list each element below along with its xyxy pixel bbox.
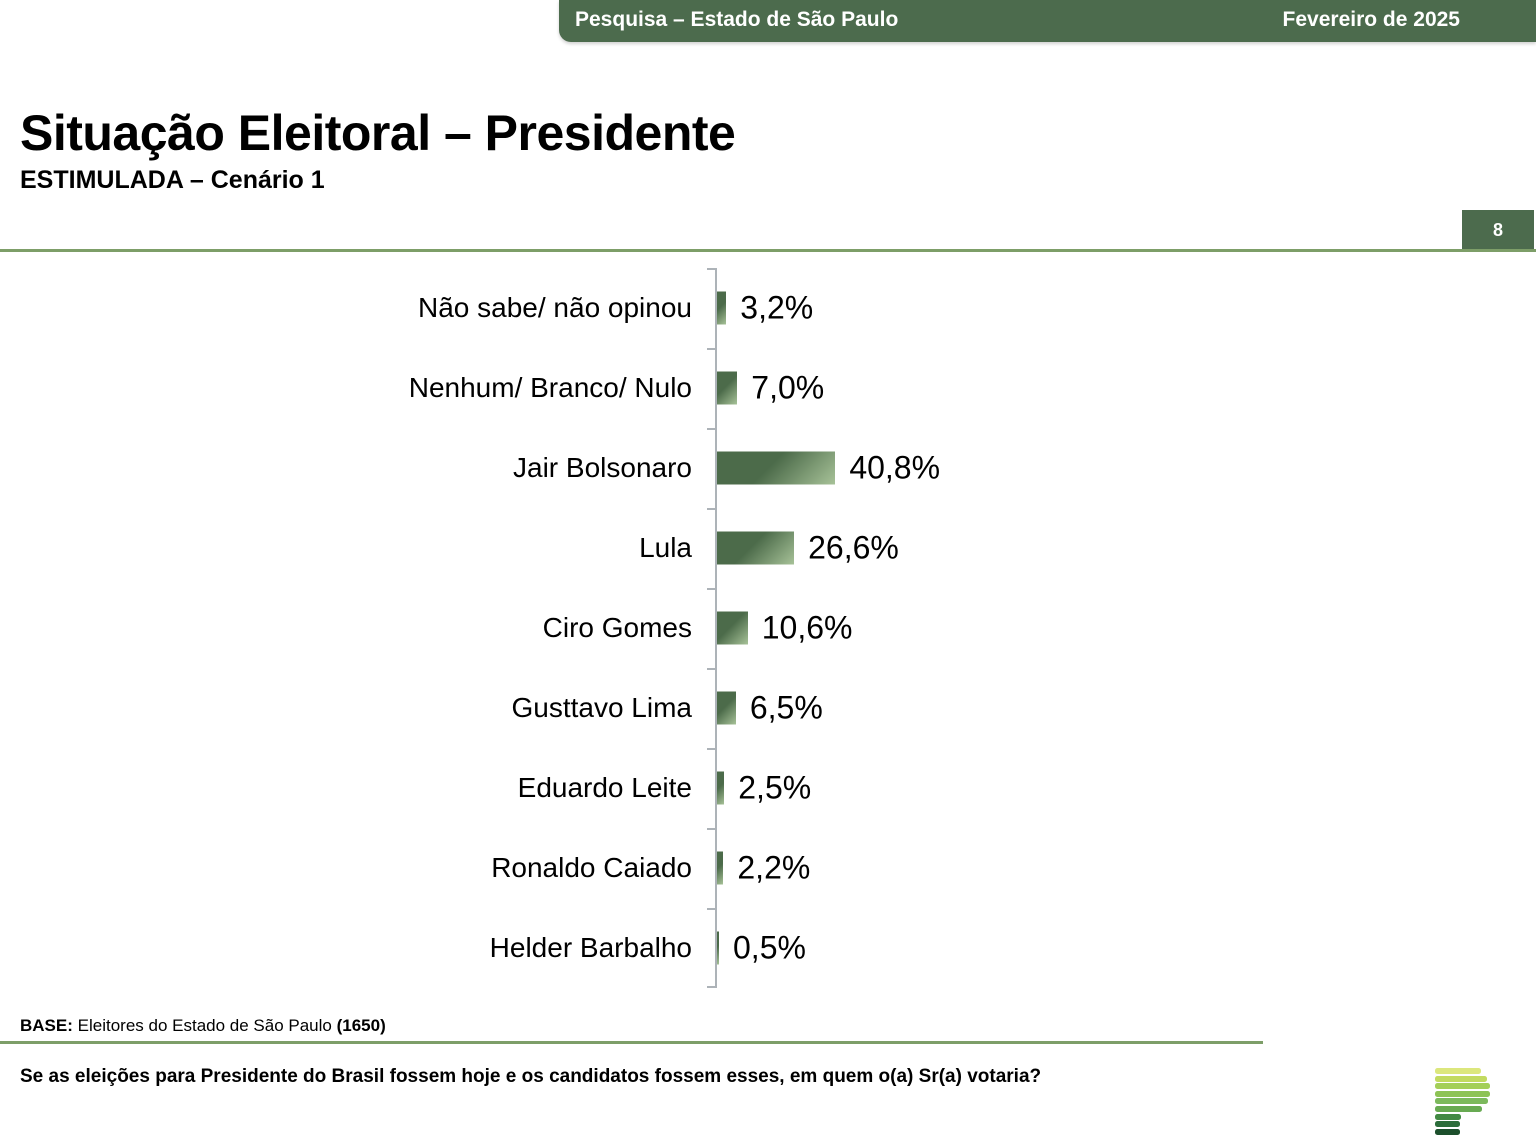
- category-label: Gusttavo Lima: [511, 692, 692, 723]
- base-label: BASE:: [20, 1016, 73, 1035]
- bar: [717, 611, 748, 645]
- value-label: 0,5%: [733, 929, 806, 966]
- base-count: (1650): [336, 1016, 386, 1035]
- logo-bar: [1435, 1121, 1460, 1128]
- axis-tick: [707, 828, 716, 830]
- chart-row: Lula 26,6%: [0, 508, 1536, 588]
- category-label: Ciro Gomes: [542, 612, 692, 643]
- title-block: Situação Eleitoral – Presidente ESTIMULA…: [20, 105, 736, 195]
- bar: [717, 451, 836, 485]
- logo-bar: [1435, 1083, 1490, 1090]
- logo-bar: [1435, 1128, 1460, 1135]
- chart-row: Não sabe/ não opinou 3,2%: [0, 268, 1536, 348]
- header-date: Fevereiro de 2025: [1282, 8, 1460, 31]
- base-note: BASE: Eleitores do Estado de São Paulo (…: [20, 1016, 386, 1036]
- category-label: Nenhum/ Branco/ Nulo: [408, 372, 692, 403]
- axis-tick: [707, 668, 716, 670]
- value-label: 26,6%: [808, 529, 899, 566]
- bar: [717, 291, 727, 325]
- value-label: 3,2%: [740, 289, 814, 326]
- bar-chart: Não sabe/ não opinou 3,2% Nenhum/ Branco/ …: [0, 268, 1536, 988]
- logo-bar: [1435, 1068, 1481, 1074]
- page-title: Situação Eleitoral – Presidente: [20, 105, 736, 161]
- value-label: 2,5%: [738, 769, 812, 806]
- chart-y-axis: [715, 268, 717, 988]
- axis-tick: [707, 748, 716, 750]
- axis-tick: [707, 986, 716, 988]
- title-separator-rule: [0, 249, 1536, 252]
- axis-tick: [707, 908, 716, 910]
- page-number-badge: 8: [1462, 210, 1534, 250]
- bar: [717, 371, 738, 405]
- header-survey-title: Pesquisa – Estado de São Paulo: [575, 8, 899, 31]
- bar: [717, 931, 719, 965]
- chart-row: Nenhum/ Branco/ Nulo 7,0%: [0, 348, 1536, 428]
- logo-bar: [1435, 1098, 1488, 1105]
- parana-pesquisas-logo: [1435, 1068, 1495, 1136]
- logo-bar: [1435, 1105, 1482, 1112]
- chart-row: Ronaldo Caiado 2,2%: [0, 828, 1536, 908]
- header-bar: Pesquisa – Estado de São Paulo Fevereiro…: [559, 0, 1536, 42]
- axis-tick: [707, 348, 716, 350]
- bar: [717, 851, 724, 885]
- axis-tick: [707, 508, 716, 510]
- axis-tick: [707, 588, 716, 590]
- bar: [717, 531, 795, 565]
- category-label: Não sabe/ não opinou: [418, 292, 692, 323]
- category-label: Eduardo Leite: [517, 772, 692, 803]
- category-label: Lula: [639, 532, 692, 563]
- value-label: 40,8%: [849, 449, 941, 486]
- category-label: Helder Barbalho: [489, 932, 692, 963]
- chart-row: Jair Bolsonaro 40,8%: [0, 428, 1536, 508]
- chart-row: Gusttavo Lima 6,5%: [0, 668, 1536, 748]
- axis-tick: [707, 268, 716, 270]
- chart-row: Helder Barbalho 0,5%: [0, 908, 1536, 988]
- value-label: 6,5%: [749, 689, 823, 726]
- chart-row: Eduardo Leite 2,5%: [0, 748, 1536, 828]
- category-label: Ronaldo Caiado: [491, 852, 692, 883]
- axis-tick: [707, 428, 716, 430]
- page-subtitle: ESTIMULADA – Cenário 1: [20, 166, 325, 194]
- value-label: 2,2%: [737, 849, 811, 886]
- bar: [717, 691, 736, 725]
- category-label: Jair Bolsonaro: [513, 452, 692, 483]
- footer-separator-rule: [0, 1041, 1263, 1044]
- logo-bar: [1435, 1113, 1461, 1120]
- logo-bar: [1435, 1090, 1490, 1097]
- value-label: 7,0%: [751, 369, 825, 406]
- base-text: Eleitores do Estado de São Paulo: [72, 1016, 337, 1035]
- chart-row: Ciro Gomes 10,6%: [0, 588, 1536, 668]
- bar: [717, 771, 725, 805]
- value-label: 10,6%: [761, 609, 853, 646]
- survey-question: Se as eleições para Presidente do Brasil…: [20, 1066, 1042, 1087]
- logo-bar: [1435, 1075, 1487, 1082]
